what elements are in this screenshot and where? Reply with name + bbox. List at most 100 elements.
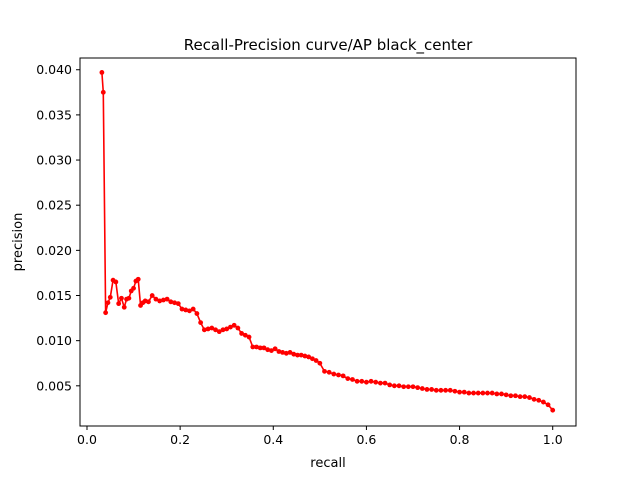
data-point xyxy=(541,399,546,405)
data-point xyxy=(149,293,155,298)
x-tick-label: 0.0 xyxy=(77,432,97,447)
data-point xyxy=(121,304,127,310)
data-point xyxy=(287,350,293,355)
data-point xyxy=(382,380,388,386)
data-point xyxy=(350,377,355,382)
data-point xyxy=(433,387,439,393)
data-point xyxy=(452,388,458,394)
data-point xyxy=(216,329,222,335)
data-point xyxy=(103,310,109,316)
data-point xyxy=(280,350,285,355)
data-point xyxy=(536,397,542,403)
data-point xyxy=(209,325,215,331)
x-axis-label: recall xyxy=(310,456,345,471)
data-point xyxy=(513,393,518,399)
y-tick-label: 0.010 xyxy=(36,333,72,348)
data-point xyxy=(298,352,304,358)
y-axis: 0.005 0.010 0.015 0.020 0.025 0.030 0.035 0.040 xyxy=(36,62,80,393)
data-point xyxy=(239,331,245,336)
data-point xyxy=(276,349,282,354)
data-point xyxy=(480,390,486,396)
data-point xyxy=(231,322,237,328)
data-point xyxy=(354,378,360,384)
data-point xyxy=(364,379,369,385)
data-point xyxy=(146,299,151,305)
data-point xyxy=(368,378,374,384)
data-point xyxy=(157,298,163,304)
data-point xyxy=(269,348,274,353)
data-point xyxy=(179,306,185,312)
data-point xyxy=(235,325,241,331)
data-point xyxy=(113,279,119,285)
data-point xyxy=(429,387,435,392)
data-point xyxy=(168,299,174,305)
y-tick-label: 0.025 xyxy=(36,198,72,213)
data-point xyxy=(198,320,204,325)
data-point xyxy=(131,285,136,291)
data-point xyxy=(419,386,425,391)
data-point xyxy=(261,345,267,351)
data-point xyxy=(254,344,259,350)
data-point xyxy=(201,327,207,333)
x-tick-label: 0.2 xyxy=(170,432,190,447)
data-point xyxy=(461,389,467,395)
data-point xyxy=(164,296,170,302)
data-point xyxy=(246,334,252,340)
data-point xyxy=(443,387,448,393)
data-point xyxy=(522,394,528,400)
y-tick-label: 0.040 xyxy=(36,62,72,77)
data-point xyxy=(153,296,159,302)
data-point xyxy=(250,344,256,350)
data-point xyxy=(471,390,476,396)
data-point xyxy=(172,300,177,306)
data-point xyxy=(135,276,141,282)
chart-title: Recall-Precision curve/AP black_center xyxy=(184,36,473,55)
data-point xyxy=(336,372,341,378)
data-point xyxy=(373,379,379,385)
data-point xyxy=(345,376,351,381)
y-tick-label: 0.005 xyxy=(36,378,72,393)
data-point xyxy=(160,297,166,303)
axes-frame xyxy=(79,57,577,427)
data-point xyxy=(391,383,397,389)
data-point xyxy=(322,368,327,374)
data-point xyxy=(213,327,218,333)
data-point xyxy=(190,306,196,312)
data-point xyxy=(466,390,472,396)
data-point xyxy=(220,327,226,333)
y-tick-label: 0.020 xyxy=(36,243,72,258)
data-point xyxy=(265,347,271,353)
x-tick-label: 0.4 xyxy=(263,432,283,447)
data-point xyxy=(224,326,230,332)
data-point xyxy=(242,332,248,338)
data-point xyxy=(302,353,308,359)
data-point xyxy=(359,378,365,384)
y-tick-label: 0.035 xyxy=(36,107,72,122)
data-point xyxy=(326,369,332,375)
data-point xyxy=(457,389,462,395)
data-point xyxy=(272,346,278,352)
data-point xyxy=(107,294,113,300)
data-point xyxy=(447,387,453,393)
data-point xyxy=(517,394,523,400)
x-tick-label: 0.6 xyxy=(356,432,376,447)
data-point xyxy=(550,407,556,413)
data-point xyxy=(527,395,532,400)
data-point xyxy=(405,384,411,390)
data-point xyxy=(410,384,416,390)
data-point xyxy=(283,350,289,356)
data-point xyxy=(396,383,402,389)
data-point xyxy=(295,352,300,358)
data-point xyxy=(175,301,181,307)
data-point xyxy=(116,301,122,307)
data-point xyxy=(331,371,337,377)
data-point xyxy=(424,387,430,392)
data-point xyxy=(310,356,315,362)
data-point xyxy=(183,307,189,313)
data-point xyxy=(377,380,383,386)
data-point xyxy=(119,295,124,301)
data-point xyxy=(494,391,500,397)
data-point xyxy=(126,295,132,301)
